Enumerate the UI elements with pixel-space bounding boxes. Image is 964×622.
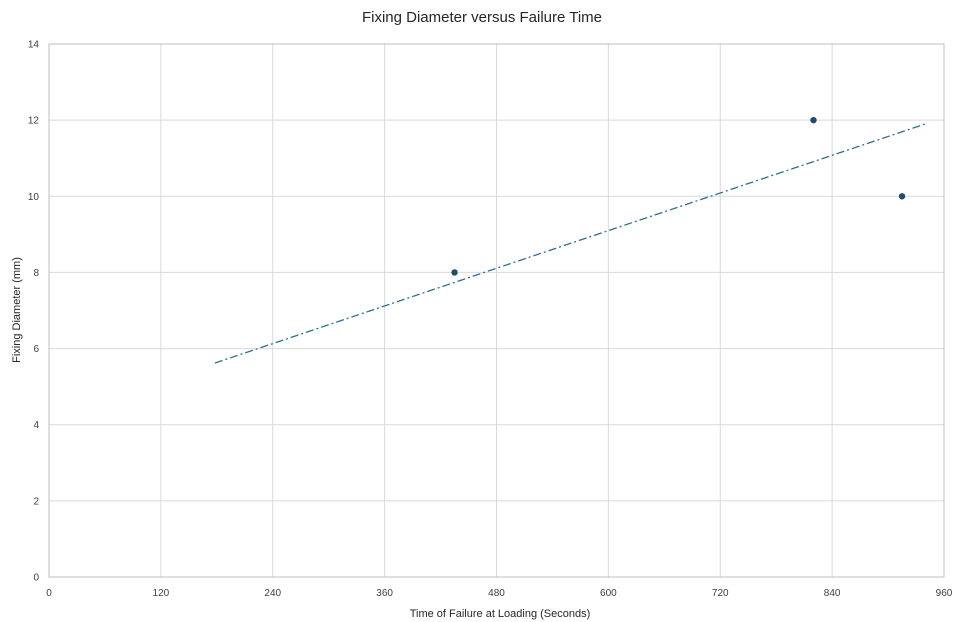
x-tick-label: 840 — [824, 588, 841, 599]
trendline-group — [214, 123, 926, 364]
y-tick-label: 10 — [28, 192, 40, 203]
y-tick-label: 4 — [33, 420, 39, 431]
x-tick-label: 600 — [600, 588, 617, 599]
x-tick-label: 360 — [376, 588, 393, 599]
chart-title: Fixing Diameter versus Failure Time — [362, 9, 602, 26]
x-tick-label: 240 — [264, 588, 281, 599]
y-tick-label: 2 — [33, 496, 39, 507]
x-axis-label: Time of Failure at Loading (Seconds) — [410, 608, 591, 620]
x-tick-label: 720 — [712, 588, 729, 599]
y-tick-label: 8 — [33, 268, 39, 279]
x-tick-label: 480 — [488, 588, 505, 599]
data-point — [451, 269, 458, 276]
data-point — [898, 193, 906, 200]
y-tick-label: 6 — [33, 344, 39, 355]
y-tick-label: 12 — [28, 116, 40, 127]
gridlines — [49, 44, 944, 577]
data-points — [451, 116, 906, 276]
y-tick-label: 0 — [33, 573, 39, 584]
x-tick-label: 960 — [936, 588, 953, 599]
x-tick-label: 0 — [46, 588, 52, 599]
trendline — [214, 123, 926, 364]
tick-labels: 0 120 240 360 480 600 720 840 960 0 2 4 6 8 10 12 14 — [28, 40, 953, 600]
x-tick-label: 120 — [153, 588, 170, 599]
data-point — [810, 116, 817, 124]
plot-area-border — [48, 43, 945, 578]
y-axis-label: Fixing Diameter (mm) — [11, 257, 23, 363]
y-tick-label: 14 — [28, 40, 40, 51]
